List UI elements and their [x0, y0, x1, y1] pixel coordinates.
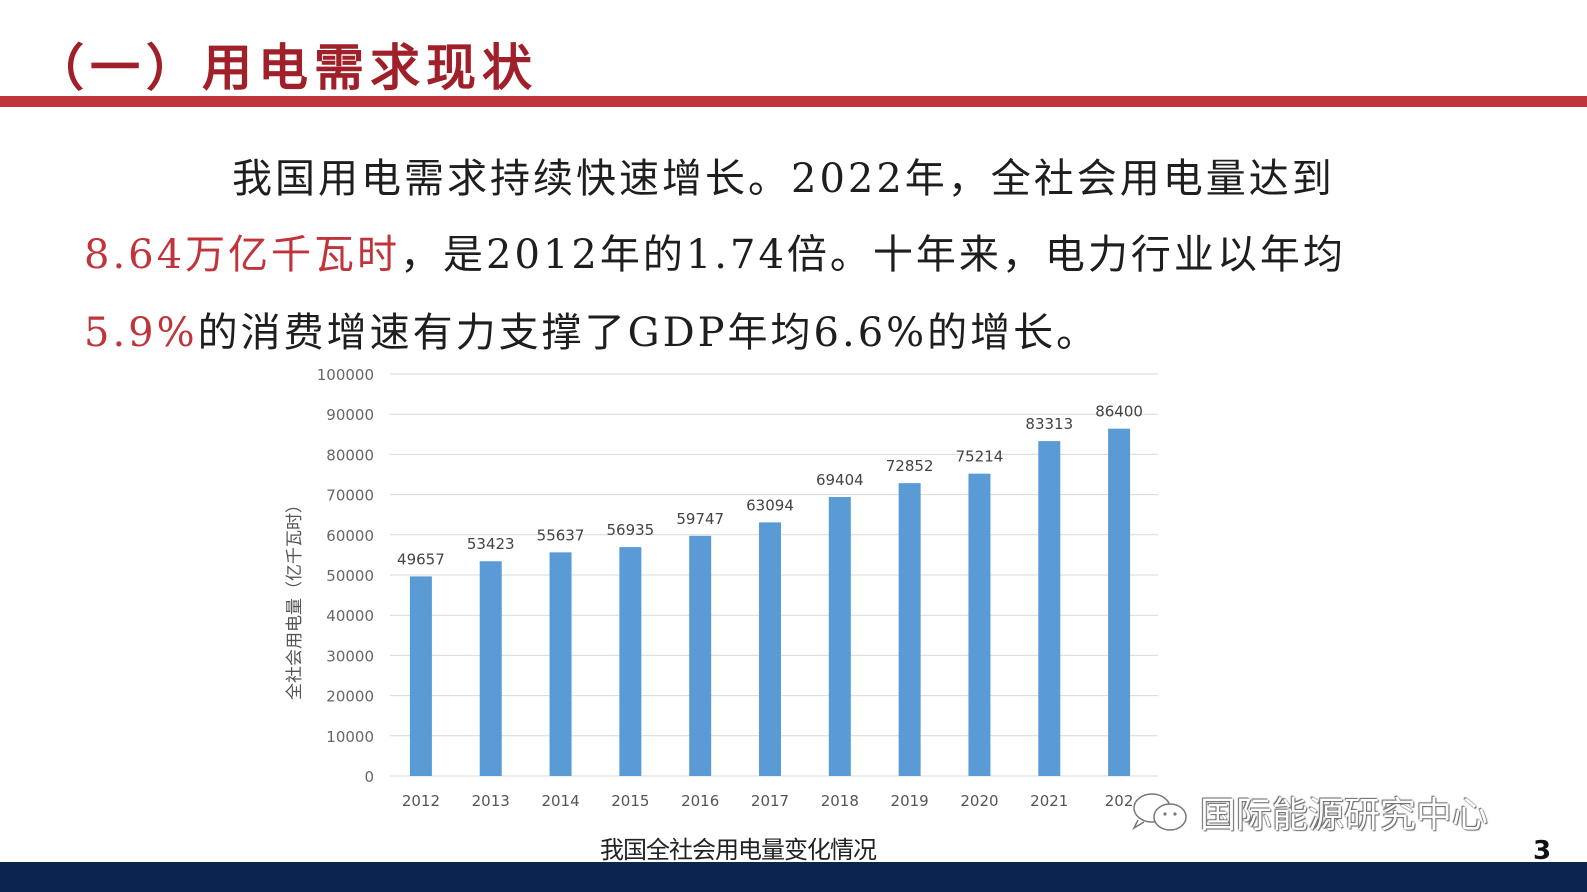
paragraph-line-3: 5.9%的消费增速有力支撑了GDP年均6.6%的增长。 — [84, 300, 1484, 358]
y-tick-label: 10000 — [326, 728, 374, 746]
x-tick-label: 202 — [1105, 792, 1134, 810]
x-tick-label: 2014 — [541, 792, 579, 810]
bar — [479, 561, 502, 776]
data-label: 55637 — [537, 526, 585, 544]
data-label: 69404 — [816, 471, 864, 489]
bar — [619, 547, 642, 776]
y-tick-label: 30000 — [326, 647, 374, 665]
data-label: 63094 — [746, 496, 794, 514]
x-tick-label: 2013 — [472, 792, 510, 810]
bar — [898, 483, 921, 776]
y-tick-label: 20000 — [326, 688, 374, 706]
y-tick-label: 0 — [364, 768, 374, 786]
x-tick-label: 2017 — [751, 792, 789, 810]
y-tick-label: 100000 — [317, 366, 374, 384]
data-label: 59747 — [676, 510, 724, 528]
x-tick-label: 2021 — [1030, 792, 1068, 810]
y-tick-label: 50000 — [326, 567, 374, 585]
wechat-icon — [1132, 793, 1187, 831]
bar — [828, 496, 851, 776]
highlight-growth-rate: 5.9% — [84, 310, 198, 356]
bar — [759, 522, 781, 776]
data-label: 53423 — [467, 535, 515, 553]
bar — [968, 473, 991, 776]
x-tick-label: 2019 — [891, 792, 929, 810]
y-tick-label: 90000 — [326, 406, 374, 424]
electricity-consumption-bar-chart: 0 10000 20000 30000 40000 50000 60000 70000 8000… — [317, 366, 1158, 810]
y-tick-label: 60000 — [326, 527, 374, 545]
paragraph-line-2: 8.64万亿千瓦时，是2012年的1.74倍。十年来，电力行业以年均 — [84, 222, 1484, 280]
x-tick-label: 2015 — [611, 792, 649, 810]
page-number: 3 — [1533, 836, 1552, 866]
y-tick-label: 70000 — [326, 487, 374, 505]
data-label: 83313 — [1025, 415, 1073, 433]
slide-title: （一）用电需求现状 — [34, 38, 538, 97]
watermark-text: 国际能源研究中心 — [1200, 795, 1489, 836]
bar — [549, 552, 572, 776]
x-tick-label: 2016 — [681, 792, 719, 810]
wechat-watermark: 国际能源研究中心 — [1130, 786, 1488, 838]
title-divider — [0, 96, 1587, 107]
highlight-total-consumption: 8.64万亿千瓦时 — [84, 232, 401, 278]
paragraph-text: 的消费增速有力支撑了GDP年均6.6%的增长。 — [197, 310, 1100, 356]
data-label: 49657 — [397, 550, 445, 568]
bar — [1108, 428, 1131, 776]
bar — [1038, 441, 1061, 776]
paragraph-line-1: 我国用电需求持续快速增长。2022年，全社会用电量达到 — [232, 156, 1335, 202]
bar — [689, 535, 712, 776]
y-tick-label: 80000 — [326, 446, 374, 464]
paragraph-text: ，是2012年的1.74倍。十年来，电力行业以年均 — [400, 232, 1346, 278]
data-label: 56935 — [607, 521, 655, 539]
footer-bar — [0, 862, 1587, 892]
data-label: 72852 — [886, 457, 934, 475]
bar — [409, 576, 432, 776]
y-tick-label: 40000 — [326, 607, 374, 625]
data-label: 86400 — [1095, 403, 1143, 421]
data-label: 75214 — [956, 448, 1004, 466]
chart-caption: 我国全社会用电量变化情况 — [600, 836, 877, 864]
x-tick-label: 2020 — [960, 792, 998, 810]
x-tick-label: 2012 — [402, 792, 440, 810]
x-tick-label: 2018 — [821, 792, 859, 810]
